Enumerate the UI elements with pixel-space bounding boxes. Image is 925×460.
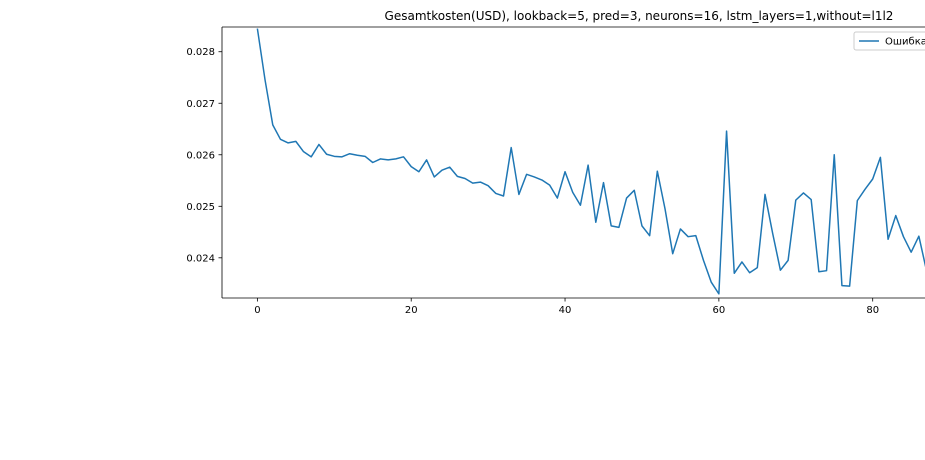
y-tick-label: 0.024 [186, 253, 215, 264]
series-layer [256, 28, 925, 295]
x-tick-label: 20 [405, 305, 418, 316]
x-tick-label: 0 [254, 305, 260, 316]
plot-area-background [222, 27, 925, 298]
legend: Ошибка [853, 31, 925, 51]
y-tick-label: 0.028 [186, 47, 215, 58]
legend-box [853, 31, 925, 51]
axes-layer: 0 20 40 60 80 0.024 0.025 0.026 0.027 0.028 [186, 26, 925, 316]
y-tick-label: 0.027 [186, 99, 215, 110]
y-tick-label: 0.025 [186, 202, 215, 213]
x-tick-label: 60 [713, 305, 726, 316]
y-tick-label: 0.026 [186, 150, 215, 161]
x-tick-label: 40 [559, 305, 572, 316]
legend-label: Ошибка [885, 37, 925, 48]
x-tick-label: 80 [866, 305, 879, 316]
series-line-0 [256, 28, 925, 295]
chart-title: Gesamtkosten(USD), lookback=5, pred=3, n… [385, 9, 894, 23]
